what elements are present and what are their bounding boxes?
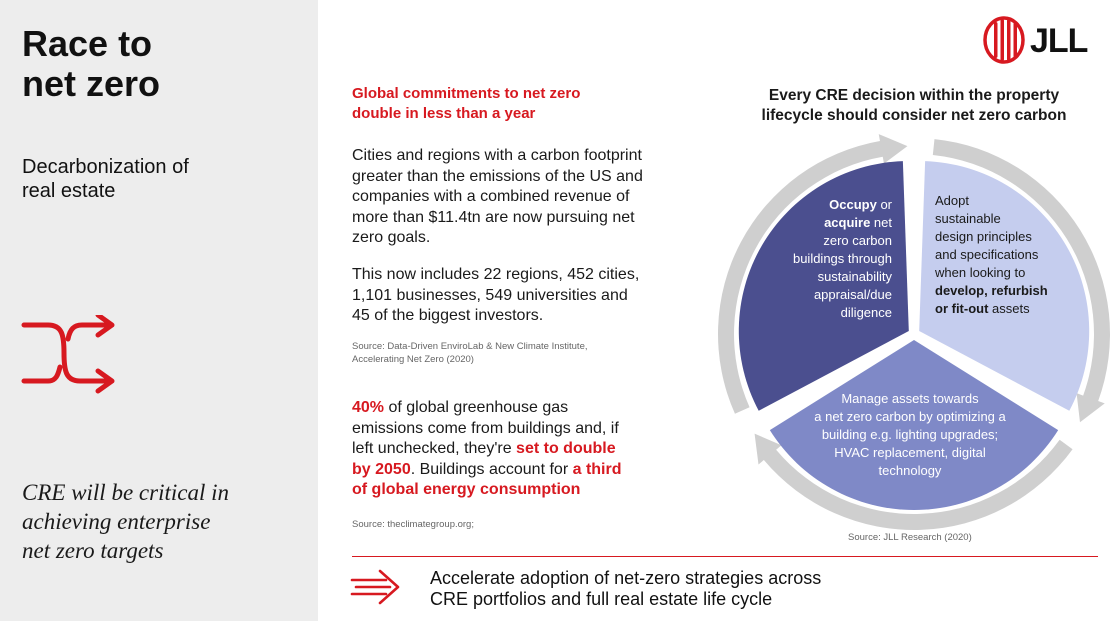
bold-develop: develop, refurbish [935,283,1048,298]
subtitle-line-1: Decarbonization of [22,156,189,178]
paragraph-line: more than $11.4tn are now pursuing net [352,208,635,226]
highlight-energy: of global energy consumption [352,481,581,498]
paragraph-line: 1,101 businesses, 549 universities and [352,286,628,304]
segment-manage-text: Manage assets towards a net zero carbon … [790,390,1030,480]
segment-line: when looking to [935,265,1026,280]
cycle-ring [718,134,1110,530]
segment-line: design principles [935,229,1032,244]
highlight-40-percent: 40% [352,399,385,416]
segment-line: acquire net [760,214,892,232]
segment-line: HVAC replacement, digital [834,445,986,460]
text-span: . Buildings account for [410,460,573,478]
paragraph-line: companies with a combined revenue of [352,188,630,205]
bold-acquire: acquire [824,215,871,230]
segment-line: a net zero carbon by optimizing a [814,409,1006,424]
title-line-1: Race to [22,23,153,64]
segment-manage [769,340,1059,511]
heading-line: Every CRE decision within the property [768,87,1060,104]
text-span: net [870,215,892,230]
quote-line: CRE will be critical in [22,480,229,505]
lifecycle-diagram [718,134,1110,530]
segment-line: buildings through [792,251,892,266]
heading-line: double in less than a year [352,105,536,122]
paragraph-line: This now includes 22 regions, 452 cities… [352,266,640,283]
ring-arrow-2 [754,433,1073,530]
paragraph-line: Cities and regions with a carbon footpri… [352,147,642,164]
segment-occupy [738,161,909,411]
cycle-segments [738,161,1090,511]
segment-line: Adopt [935,193,969,208]
segment-line: appraisal/due [813,287,892,302]
left-panel [0,0,318,621]
quote-line: achieving enterprise [22,509,211,534]
subtitle-line-2: real estate [22,180,116,202]
text-span: or [876,197,892,212]
highlight-double: set to double [516,440,616,457]
segment-adopt [919,161,1090,411]
segment-line: diligence [840,305,892,320]
source-line: Accelerating Net Zero (2020) [352,354,474,365]
title-line-2: net zero [22,63,161,104]
source-climategroup: Source: theclimategroup.org; [352,519,474,530]
jll-logo-text: JLL [1030,22,1088,60]
bottom-line: CRE portfolios and full real estate life… [430,589,773,609]
segment-line: sustainability [817,269,892,284]
cycle-heading: Every CRE decision within the property l… [718,86,1110,126]
segment-line: Manage assets towards [841,391,979,406]
ring-arrow-1 [932,139,1110,423]
highlight-third: a third [572,460,622,478]
text-span: assets [988,301,1030,316]
bold-fitout: or fit-out [935,301,989,316]
source-jll: Source: JLL Research (2020) [848,532,972,543]
text-span: left unchecked, they're [352,440,517,457]
bold-occupy: Occupy [829,197,877,212]
shuffle-arrows-icon [21,315,115,394]
ring-arrow-3 [718,134,908,414]
segment-line: sustainable [935,211,1001,226]
segment-line: develop, refurbish [935,282,1070,300]
paragraph-line: 40% of global greenhouse gas [352,398,682,419]
commitments-heading: Global commitments to net zero double in… [352,84,682,124]
paragraph-line: 45 of the biggest investors. [352,307,544,324]
paragraph-line: left unchecked, they're set to double [352,439,682,460]
segment-line: zero carbon [823,233,892,248]
page-subtitle: Decarbonization of real estate [22,155,189,203]
segment-occupy-text: Occupy or acquire net zero carbon buildi… [760,196,892,322]
segment-line: and specifications [935,247,1039,262]
heading-line: lifecycle should consider net zero carbo… [761,107,1067,124]
segment-line: building e.g. lighting upgrades; [821,427,999,442]
segment-adopt-text: Adopt sustainable design principles and … [935,192,1070,318]
segment-line: Occupy or [760,196,892,214]
segment-line: or fit-out assets [935,300,1070,318]
segment-line: technology [878,463,942,478]
fast-arrow-icon [350,569,400,605]
page-title: Race to net zero [22,24,160,104]
paragraph-includes: This now includes 22 regions, 452 cities… [352,265,682,327]
paragraph-emissions: 40% of global greenhouse gas emissions c… [352,398,682,501]
text-span: of global greenhouse gas [384,399,569,416]
divider [352,556,1098,557]
paragraph-footprint: Cities and regions with a carbon footpri… [352,146,682,249]
highlight-2050: by 2050 [352,460,411,478]
bottom-message: Accelerate adoption of net-zero strategi… [430,568,821,610]
bottom-line: Accelerate adoption of net-zero strategi… [430,568,822,588]
source-line: Source: Data-Driven EnviroLab & New Clim… [352,341,588,352]
paragraph-line: greater than the emissions of the US and [352,167,643,185]
paragraph-line: zero goals. [352,229,431,246]
paragraph-line: by 2050. Buildings account for a third [352,460,682,481]
quote: CRE will be critical in achieving enterp… [22,478,312,565]
paragraph-line: emissions come from buildings and, if [352,419,619,437]
heading-line: Global commitments to net zero [352,85,581,102]
source-envirolab: Source: Data-Driven EnviroLab & New Clim… [352,340,642,366]
jll-stripes-icon [983,16,1025,64]
quote-line: net zero targets [22,538,164,563]
